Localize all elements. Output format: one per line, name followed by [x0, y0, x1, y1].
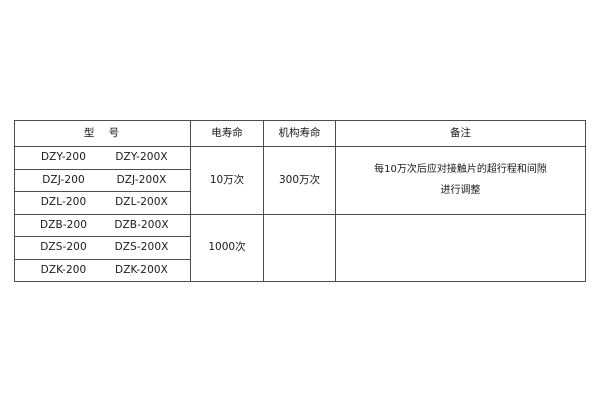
model-code-primary: DZS-200: [40, 241, 87, 254]
cell-model: DZB-200 DZB-200X: [14, 213, 191, 237]
cell-mechanical-life-group-1: 300万次: [263, 146, 336, 215]
remark-line-2: 进行调整: [440, 185, 481, 197]
model-code-variant: DZS-200X: [114, 241, 169, 254]
model-code-variant: DZL-200X: [115, 196, 168, 209]
column-header-model: 型 号: [14, 120, 191, 147]
column-header-mechanical-life: 机构寿命: [263, 120, 336, 147]
table-header-row: 型 号 电寿命 机构寿命 备注: [14, 120, 586, 147]
cell-mechanical-life-group-2: [263, 213, 336, 282]
column-header-electrical-life: 电寿命: [190, 120, 264, 147]
cell-electrical-life-group-2: 1000次: [190, 213, 264, 282]
cell-electrical-life-group-1: 10万次: [190, 146, 264, 215]
cell-model: DZY-200 DZY-200X: [14, 146, 191, 170]
cell-model: DZS-200 DZS-200X: [14, 236, 191, 260]
specification-table: 型 号 电寿命 机构寿命 备注 DZY-200 DZY-200X 10万次 30…: [14, 120, 586, 282]
model-code-primary: DZL-200: [40, 196, 87, 209]
column-header-remark: 备注: [335, 120, 586, 147]
table-row: DZY-200 DZY-200X 10万次 300万次 每10万次后应对接触片的…: [14, 146, 586, 215]
cell-model: DZJ-200 DZJ-200X: [14, 168, 191, 192]
model-code-primary: DZB-200: [39, 218, 88, 231]
model-code-primary: DZJ-200: [42, 173, 85, 186]
cell-model: DZK-200 DZK-200X: [14, 258, 191, 282]
table-row: DZK-200 DZK-200X: [14, 258, 586, 282]
cell-remark-group-1: 每10万次后应对接触片的超行程和间隙 进行调整: [335, 146, 586, 215]
remark-line-1: 每10万次后应对接触片的超行程和间隙: [374, 164, 547, 176]
table-row: DZJ-200 DZJ-200X: [14, 168, 586, 192]
model-code-variant: DZY-200X: [115, 151, 168, 164]
table-row: DZB-200 DZB-200X 1000次: [14, 213, 586, 282]
cell-model: DZL-200 DZL-200X: [14, 191, 191, 215]
model-code-primary: DZK-200: [40, 263, 87, 276]
model-code-primary: DZY-200: [40, 151, 86, 164]
table-row: DZL-200 DZL-200X: [14, 191, 586, 215]
cell-remark-group-2: [335, 213, 586, 282]
model-code-variant: DZB-200X: [114, 218, 169, 231]
specification-table-container: 型 号 电寿命 机构寿命 备注 DZY-200 DZY-200X 10万次 30…: [14, 120, 586, 282]
model-code-variant: DZK-200X: [115, 263, 168, 276]
model-code-variant: DZJ-200X: [116, 173, 167, 186]
